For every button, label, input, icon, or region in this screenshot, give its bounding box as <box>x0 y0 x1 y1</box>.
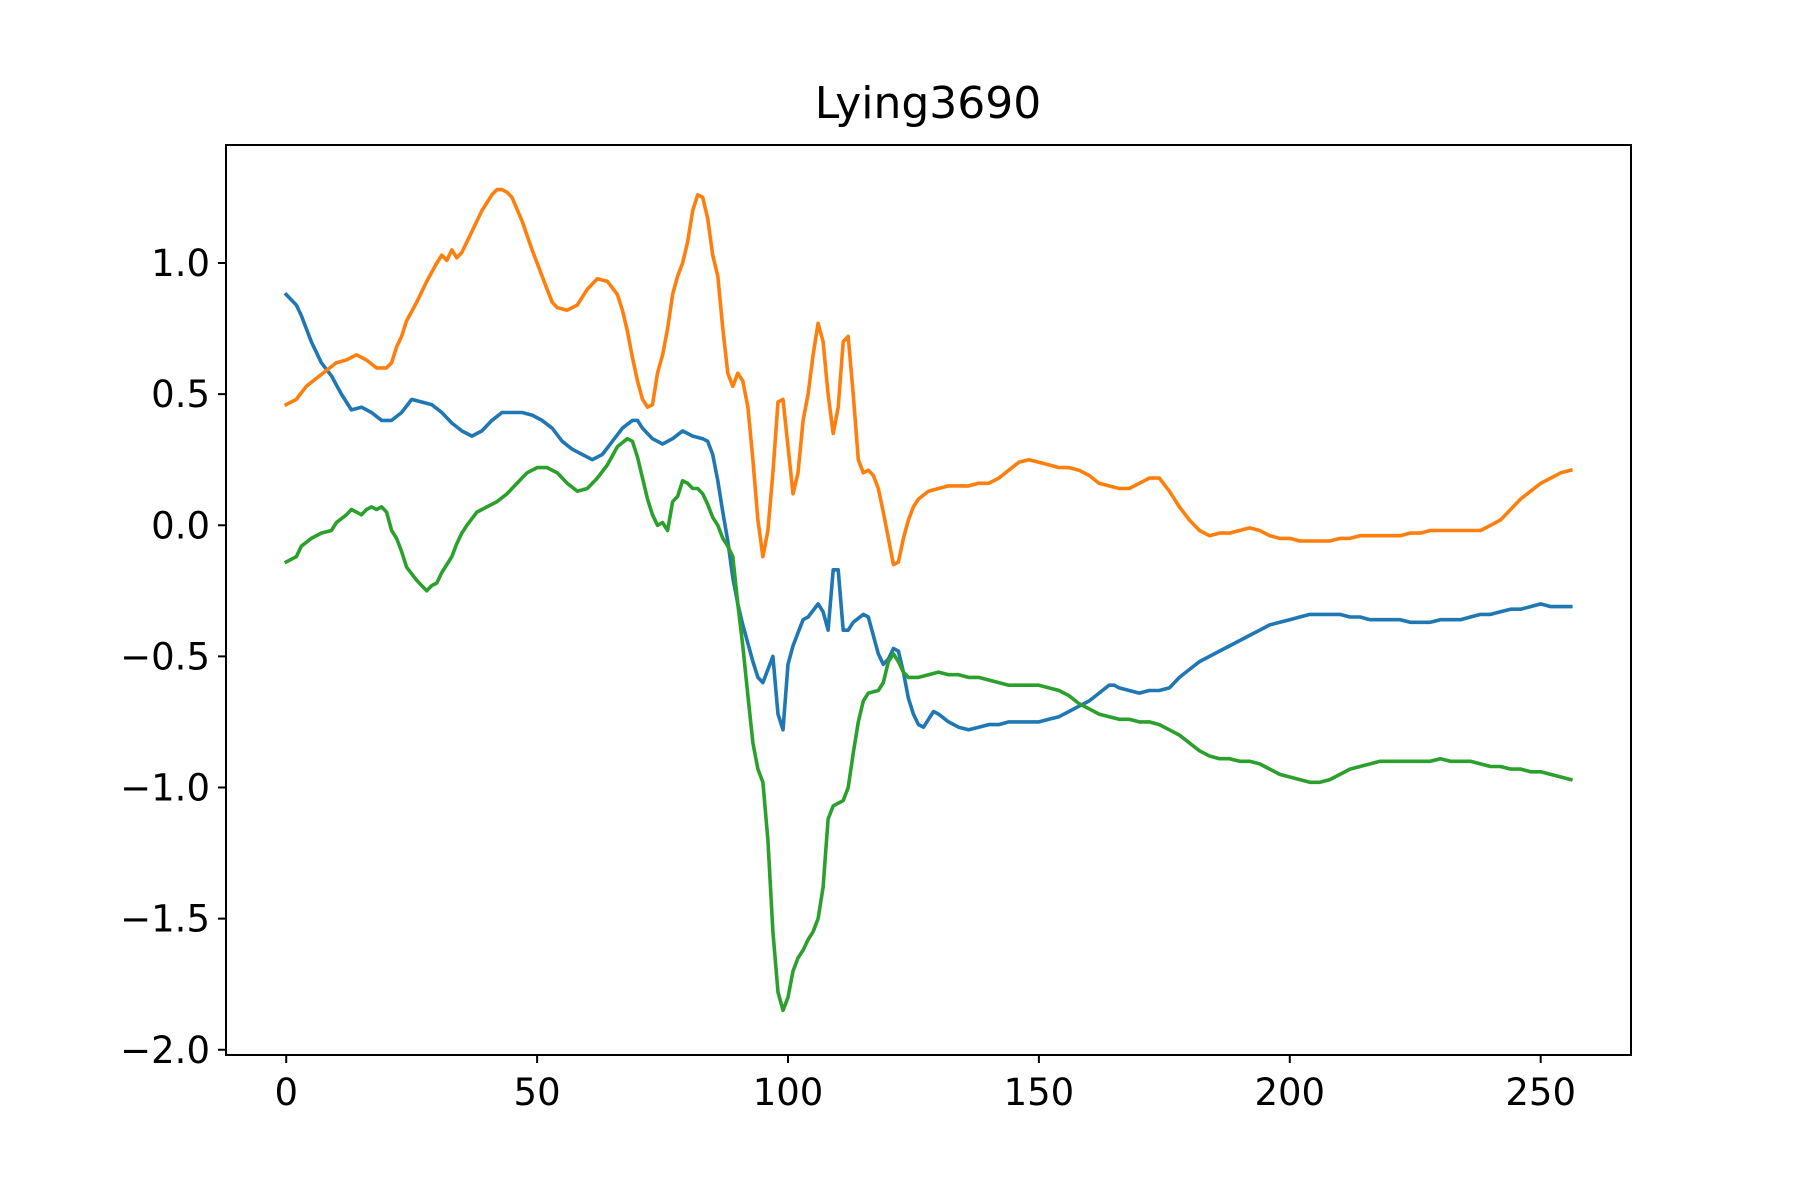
series-line-1 <box>283 291 1573 732</box>
y-tick-label: −2.0 <box>120 1029 210 1072</box>
x-tick-label: 0 <box>274 1071 298 1114</box>
x-tick-label: 200 <box>1254 1071 1325 1114</box>
y-tick-label: 0.5 <box>151 373 210 416</box>
x-tick-label: 250 <box>1505 1071 1576 1114</box>
series-layer <box>283 187 1573 1013</box>
x-tick-label: 150 <box>1004 1071 1075 1114</box>
series-line-2 <box>283 187 1573 567</box>
series-line-3 <box>283 436 1573 1013</box>
x-axis: 0 50 100 150 200 250 <box>274 1055 1576 1114</box>
y-tick-label: −1.0 <box>120 767 210 810</box>
x-tick-label: 100 <box>753 1071 824 1114</box>
x-tick-label: 50 <box>514 1071 561 1114</box>
axes-layer <box>225 144 1632 1056</box>
plot-frame <box>225 144 1632 1056</box>
y-tick-label: 0.0 <box>151 504 210 547</box>
y-tick-label: −1.5 <box>120 898 210 941</box>
y-axis: 1.0 0.5 0.0 −0.5 −1.0 −1.5 −2.0 <box>120 242 226 1072</box>
chart-title: Lying3690 <box>815 78 1042 129</box>
y-tick-label: 1.0 <box>151 242 210 285</box>
y-tick-label: −0.5 <box>120 635 210 678</box>
